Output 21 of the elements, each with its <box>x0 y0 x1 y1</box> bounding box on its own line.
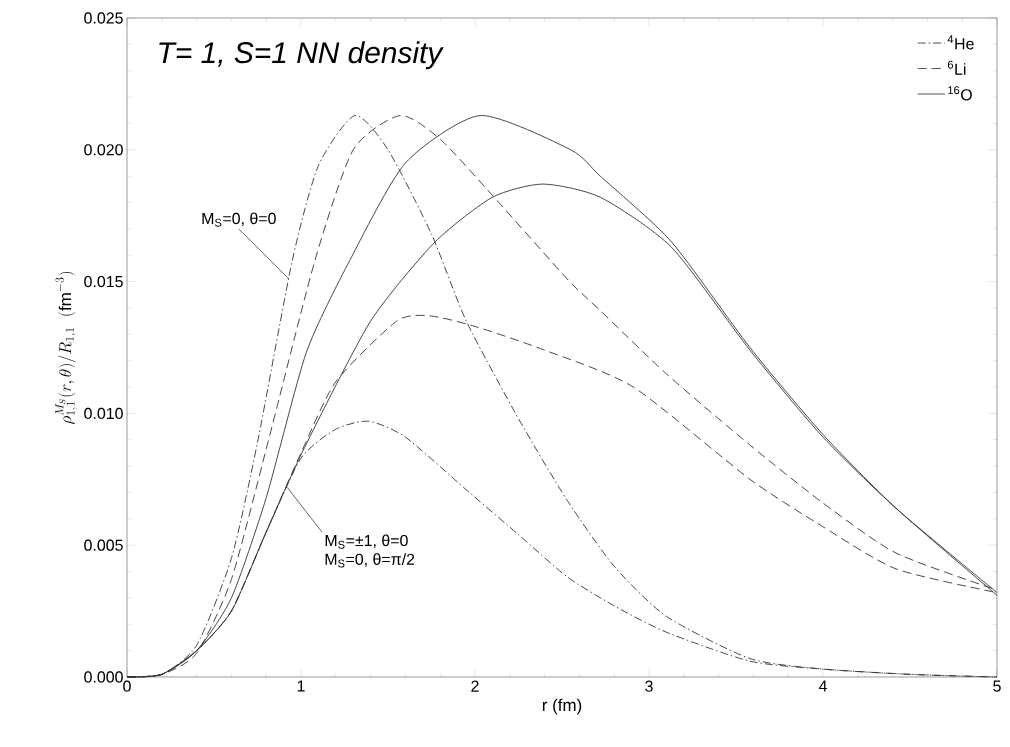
text: T= 1, S=1 NN density <box>159 41 444 70</box>
y-axis-title: $\rho^{M_S}_{1,1}(r,\theta)/R_{1,1}\ \ (\mathrm{fm}^{-3})$ <box>55 272 77 425</box>
annotation: M$_{S}$=±1, θ=0 <box>325 534 408 549</box>
x-tick-label: 2 <box>471 680 479 692</box>
y-tick-label: 0.025 <box>84 12 123 24</box>
x-tick-label: 0 <box>123 680 131 692</box>
annotation: M$_{S}$=0, θ=π/2 <box>325 553 415 568</box>
x-tick-label: 3 <box>645 680 653 692</box>
x-tick-label: 5 <box>993 680 1001 692</box>
annotation: M$_{S}$=0, θ=0 <box>202 212 276 227</box>
y-tick-label: 0.020 <box>84 144 123 156</box>
legend-label: $^{4}$He <box>947 35 974 50</box>
legend-label: $^{16}$O <box>948 86 972 101</box>
x-tick-label: 4 <box>818 680 827 692</box>
legend-label: $^{6}$Li <box>947 60 966 75</box>
y-tick-label: 0.015 <box>84 275 123 288</box>
x-axis-title: r (fm) <box>542 698 582 715</box>
y-tick-label: 0.010 <box>84 407 123 420</box>
x-tick-label: 1 <box>297 680 305 692</box>
y-tick-label: 0.000 <box>84 671 123 683</box>
y-tick-label: 0.005 <box>84 539 123 551</box>
